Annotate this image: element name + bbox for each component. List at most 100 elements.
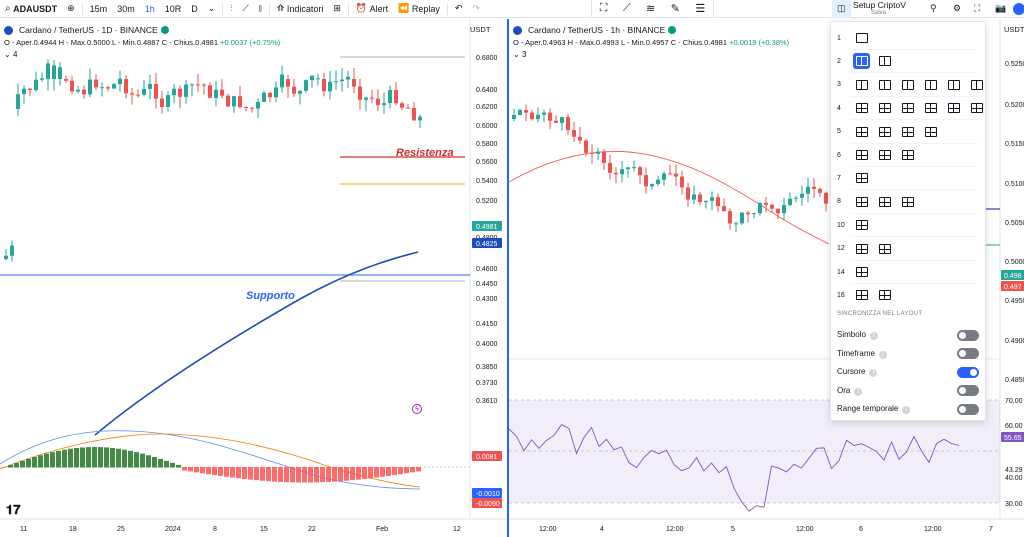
interval-d[interactable]: D (191, 3, 198, 14)
candle-body (220, 89, 224, 96)
layout-option-icon[interactable] (853, 124, 870, 140)
layout-option-icon[interactable] (853, 170, 870, 186)
sync-option-cursore[interactable]: Cursore i (837, 364, 979, 380)
sync-toggle[interactable] (957, 385, 979, 396)
alert-button[interactable]: ⏰ Alert (351, 0, 393, 18)
layout-option-icon[interactable] (899, 194, 916, 210)
layout-option-icon[interactable] (876, 77, 893, 93)
layout-option-icon[interactable] (853, 30, 870, 46)
layout-divider (856, 295, 867, 297)
info-icon[interactable]: i (854, 387, 863, 396)
layout-option-icon[interactable] (853, 194, 870, 210)
candle-body (112, 84, 116, 89)
left-chart-canvas[interactable]: 0.6800 0.6400 0.6200 0.6000 0.5800 0.5600 0.54… (0, 19, 506, 537)
layout-option-icon[interactable] (876, 147, 893, 163)
interval-15m[interactable]: 15m (89, 3, 108, 14)
settings-button[interactable]: ⚙ (948, 0, 966, 18)
layout-option-icon[interactable] (876, 241, 893, 257)
candle-body (22, 88, 26, 95)
layout-option-icon[interactable] (968, 100, 985, 116)
sync-option-ora[interactable]: Ora i (837, 383, 979, 399)
redo-button[interactable]: ↷ (467, 0, 485, 18)
left-currency-label[interactable]: USDT (470, 25, 491, 34)
layout-option-icon[interactable] (922, 124, 939, 140)
histogram-bar (134, 452, 139, 468)
layout-option-icon[interactable] (922, 77, 939, 93)
layout-option-icon[interactable] (876, 100, 893, 116)
layout-option-icon[interactable] (876, 194, 893, 210)
right-price-badge-bg (1001, 432, 1024, 442)
layout-option-icon[interactable] (853, 100, 870, 116)
layout-option-icon[interactable] (876, 53, 893, 69)
trend-line-icon[interactable]: ⟋ (622, 2, 631, 14)
layout-option-icon[interactable] (876, 287, 893, 303)
layout-divider (879, 295, 890, 297)
layout-option-icon[interactable] (853, 77, 870, 93)
fib-icon[interactable]: ≋ (646, 3, 656, 15)
interval-10r[interactable]: 10R (164, 3, 182, 14)
brush-icon[interactable]: ✎ (670, 3, 680, 15)
left-chart-pane[interactable]: 0.6800 0.6400 0.6200 0.6000 0.5800 0.5600 0.54… (0, 19, 506, 537)
layout-option-icon[interactable] (899, 100, 916, 116)
sync-section-title: SINCRONIZZA NEL LAYOUT (837, 311, 923, 317)
replay-button[interactable]: ⏪ Replay (393, 0, 445, 18)
layout-option-icon[interactable] (899, 124, 916, 140)
right-price-badge-bg (1001, 281, 1024, 291)
left-indicator-toggle[interactable]: ⌄ 4 (4, 50, 17, 59)
left-chart-legend: Cardano / TetherUS · 1D · BINANCE (4, 25, 169, 35)
sync-toggle[interactable] (957, 348, 979, 359)
layout-option-icon[interactable] (945, 77, 962, 93)
rsi-line (509, 424, 960, 512)
info-icon[interactable]: i (869, 332, 878, 340)
layout-option-icon[interactable] (945, 100, 962, 116)
interval-1h[interactable]: 1h (144, 3, 155, 14)
text-tool-icon[interactable]: ☰ (695, 3, 706, 15)
fullscreen-button[interactable]: ⛶ (969, 0, 985, 18)
info-icon[interactable]: i (878, 350, 887, 359)
sync-option-timeframe[interactable]: Timeframe i (837, 346, 979, 362)
symbol-search[interactable]: ⌕ ADAUSDT (0, 0, 62, 18)
sync-toggle[interactable] (957, 329, 979, 341)
layout-option-icon[interactable] (876, 124, 893, 140)
indicators-button[interactable]: ⟰ Indicatori (272, 0, 329, 18)
compare-button[interactable]: ⊕ (62, 0, 80, 18)
interval-dropdown[interactable]: ⌄ (203, 0, 221, 18)
line-style-button[interactable]: ⟋ (238, 0, 254, 18)
layout-row-number: 3 (837, 81, 841, 89)
bar-style-button[interactable]: ⫶ (225, 0, 237, 18)
layout-option-icon[interactable] (899, 77, 916, 93)
layout-option-icon[interactable] (853, 147, 870, 163)
layout-option-icon[interactable] (922, 100, 939, 116)
info-icon[interactable]: i (902, 406, 911, 414)
interval-30m[interactable]: 30m (117, 3, 135, 14)
right-currency-label[interactable]: USDT (1004, 25, 1024, 34)
sync-label-text: Ora (837, 385, 851, 395)
sync-toggle[interactable] (957, 403, 979, 415)
sync-toggle[interactable] (957, 366, 979, 378)
snapshot-button[interactable]: 📷 (990, 0, 1011, 18)
layout-option-icon[interactable] (968, 77, 985, 93)
undo-button[interactable]: ↶ (450, 0, 468, 18)
layout-option-icon[interactable] (853, 241, 870, 257)
candle-style-button[interactable]: ⫾ (254, 0, 267, 18)
setup-selector[interactable]: Setup CriptoV Salva (853, 1, 906, 17)
left-ohlc-values: O - Aper.0.4944 H - Max.0.5000 L - Min.0… (4, 38, 219, 47)
sync-option-range-temporale[interactable]: Range temporale i (837, 401, 979, 417)
layout-option-icon[interactable] (853, 264, 870, 280)
layout-option-icon[interactable] (853, 217, 870, 233)
layout-option-icon[interactable] (899, 147, 916, 163)
publish-button[interactable] (1013, 3, 1024, 15)
templates-button[interactable]: ⊞ (328, 0, 346, 18)
right-indicator-toggle[interactable]: ⌄ 3 (513, 50, 526, 59)
sync-option-simbolo[interactable]: Simbolo i (837, 327, 979, 343)
lightning-icon[interactable]: ϟ (412, 404, 422, 414)
candle-body (202, 84, 206, 86)
layout-option-icon[interactable] (853, 287, 870, 303)
layout-option-icon[interactable] (853, 53, 870, 70)
crop-icon[interactable]: ⛶ (599, 2, 608, 14)
candle-body (340, 79, 344, 82)
layout-button[interactable]: ◫ (832, 0, 851, 18)
info-icon[interactable]: i (869, 369, 878, 377)
fullscreen-icon: ⛶ (974, 3, 981, 13)
quick-search-button[interactable]: ⚲ (925, 0, 942, 18)
